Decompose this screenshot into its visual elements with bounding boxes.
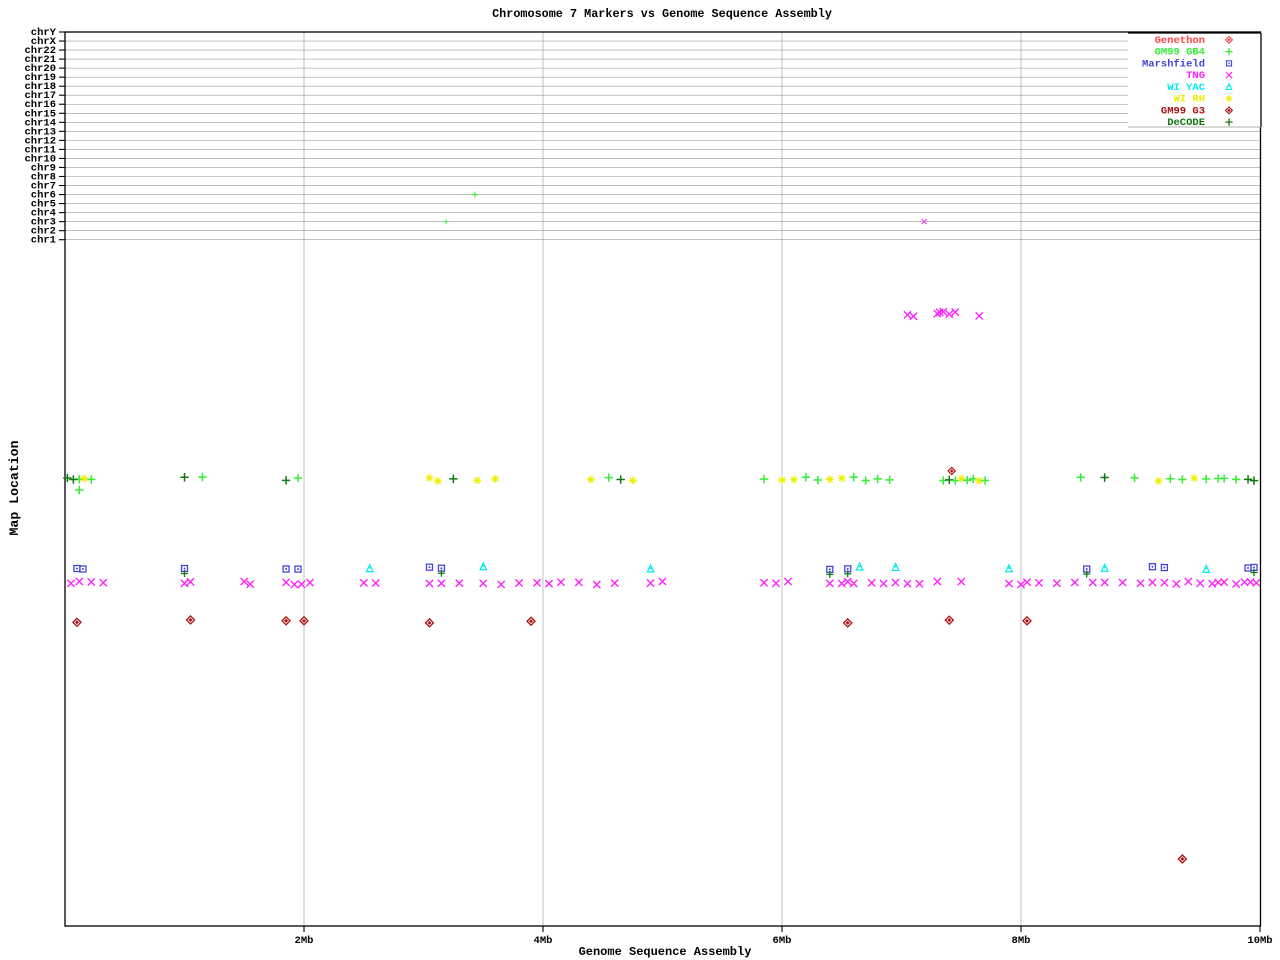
svg-text:Genethon: Genethon <box>1155 35 1205 47</box>
svg-text:chr1: chr1 <box>31 235 56 247</box>
svg-text:Chromosome 7 Markers vs Genome: Chromosome 7 Markers vs Genome Sequence … <box>492 7 832 21</box>
svg-text:6Mb: 6Mb <box>773 935 792 947</box>
svg-text:Genome Sequence Assembly: Genome Sequence Assembly <box>579 945 752 959</box>
svg-text:10Mb: 10Mb <box>1247 935 1272 947</box>
svg-text:WI RH: WI RH <box>1173 94 1205 106</box>
svg-text:WI YAC: WI YAC <box>1167 82 1206 94</box>
svg-text:4Mb: 4Mb <box>534 935 553 947</box>
svg-text:GM99 G3: GM99 G3 <box>1161 105 1205 117</box>
svg-text:TNG: TNG <box>1186 70 1205 82</box>
svg-text:2Mb: 2Mb <box>295 935 314 947</box>
svg-text:GM99 GB4: GM99 GB4 <box>1155 47 1205 59</box>
svg-text:DeCODE: DeCODE <box>1167 117 1205 129</box>
svg-text:Marshfield: Marshfield <box>1142 58 1205 70</box>
svg-text:Map Location: Map Location <box>7 440 22 535</box>
svg-text:8Mb: 8Mb <box>1012 935 1031 947</box>
